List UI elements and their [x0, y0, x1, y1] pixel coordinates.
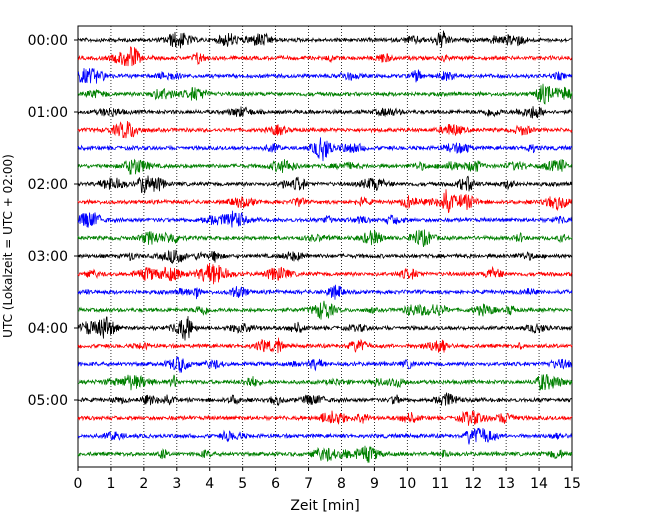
- y-tick-label: 05:00: [28, 393, 68, 409]
- y-tick-label: 03:00: [28, 249, 68, 265]
- x-tick-label: 7: [304, 476, 313, 492]
- trace-0130: [77, 137, 573, 162]
- trace-0230: [77, 210, 573, 228]
- trace-0100: [77, 106, 573, 119]
- trace-0115: [77, 121, 573, 139]
- y-tick-label: 04:00: [28, 321, 68, 337]
- x-tick-label: 10: [398, 476, 416, 492]
- trace-0500: [77, 392, 573, 407]
- x-tick-label: 11: [431, 476, 449, 492]
- trace-0215: [77, 189, 573, 214]
- x-tick-label: 4: [205, 476, 214, 492]
- x-tick-label: 6: [271, 476, 280, 492]
- x-tick-label: 1: [106, 476, 115, 492]
- x-tick-label: 2: [139, 476, 148, 492]
- x-tick-label: 14: [530, 476, 548, 492]
- trace-0030: [77, 68, 573, 84]
- x-tick-label: 9: [370, 476, 379, 492]
- x-tick-label: 3: [172, 476, 181, 492]
- y-tick-label: 01:00: [28, 105, 68, 121]
- trace-0430: [77, 356, 573, 373]
- trace-0345: [77, 300, 573, 320]
- trace-0045: [77, 83, 573, 105]
- y-tick-label: 02:00: [28, 177, 68, 193]
- trace-0200: [77, 175, 573, 194]
- y-axis-title: UTC (Lokalzeit = UTC + 02:00): [1, 154, 15, 338]
- x-tick-label: 0: [74, 476, 83, 492]
- trace-0015: [77, 46, 573, 67]
- x-axis: 0 1 2 3 4 5 6 7 8 9 10 11 12 13 14 15: [74, 467, 581, 492]
- trace-0315: [77, 263, 573, 285]
- y-axis: 00:00 01:00 02:00 03:00 04:00 05:00: [28, 33, 78, 409]
- trace-0245: [77, 229, 573, 248]
- x-tick-label: 8: [337, 476, 346, 492]
- trace-0300: [77, 249, 573, 265]
- trace-0000: [77, 30, 573, 49]
- x-tick-label: 13: [497, 476, 515, 492]
- trace-0330: [77, 284, 573, 300]
- trace-0445: [77, 374, 573, 392]
- x-tick-label: 15: [563, 476, 581, 492]
- y-tick-label: 00:00: [28, 33, 68, 49]
- x-tick-label: 12: [464, 476, 482, 492]
- trace-0515: [77, 410, 573, 426]
- trace-0530: [77, 427, 573, 445]
- x-axis-title: Zeit [min]: [290, 498, 359, 514]
- traces: [77, 30, 573, 463]
- trace-0545: [77, 445, 573, 463]
- trace-0400: [77, 316, 573, 341]
- x-tick-label: 5: [238, 476, 247, 492]
- plot-frame: [77, 25, 573, 468]
- trace-0415: [77, 337, 573, 354]
- trace-0145: [77, 158, 573, 175]
